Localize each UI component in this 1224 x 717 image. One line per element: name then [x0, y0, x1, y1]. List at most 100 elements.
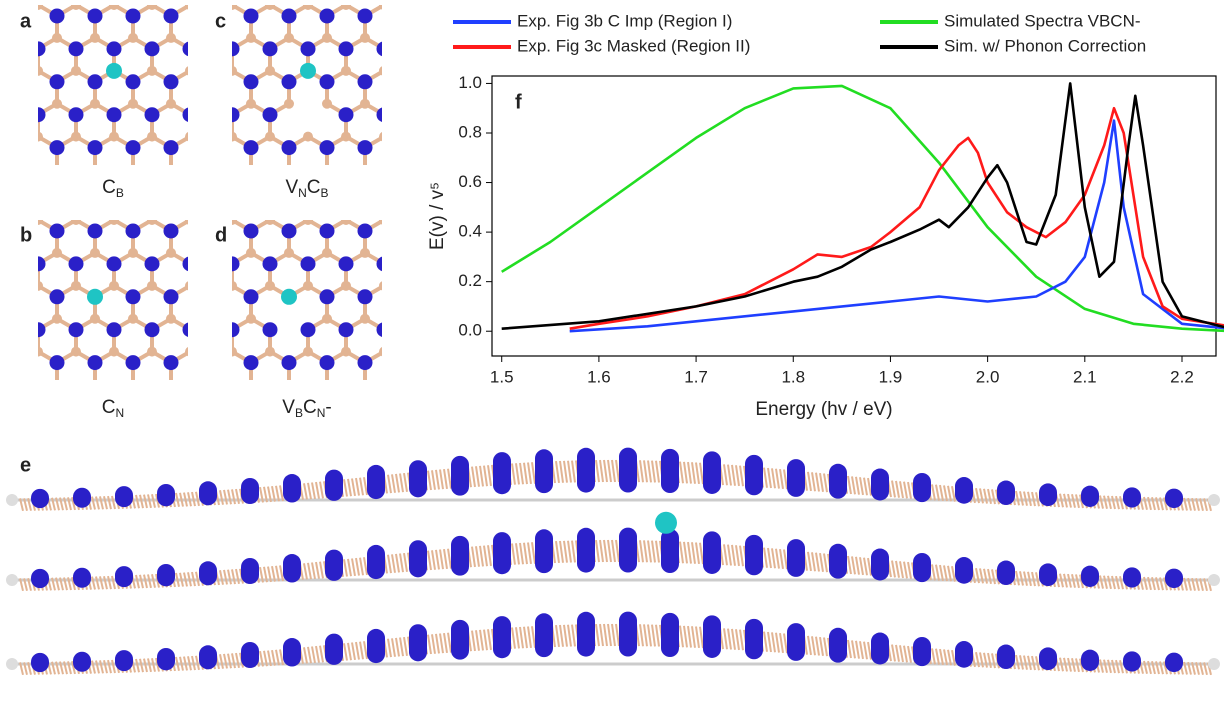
b-atom: [455, 0, 465, 10]
b-atom: [242, 380, 252, 390]
sheet-layer: [568, 461, 571, 483]
atom-column: [367, 465, 385, 499]
bond: [266, 385, 285, 396]
sheet-layer: [1108, 660, 1111, 673]
atom-column: [955, 557, 973, 584]
sheet-layer: [784, 550, 787, 570]
sheet-layer: [1108, 576, 1111, 589]
sheet-layer: [472, 467, 475, 487]
b-atom: [265, 215, 275, 225]
bond: [304, 385, 323, 396]
bond: [422, 5, 441, 16]
sheet-layer: [740, 466, 743, 487]
b-atom: [303, 0, 313, 10]
b-atom: [246, 33, 256, 43]
sheet-layer: [812, 472, 815, 491]
bond: [422, 170, 441, 181]
bond: [190, 5, 209, 16]
bond: [133, 187, 152, 198]
sheet-layer: [512, 628, 515, 649]
bond: [213, 417, 232, 428]
sheet-layer: [348, 559, 351, 576]
b-atom: [208, 314, 218, 324]
sheet-layer: [220, 490, 223, 504]
bond: [327, 202, 346, 213]
b-atom: [52, 380, 62, 390]
bond: [0, 220, 19, 231]
atom-column: [451, 620, 469, 660]
n-atom: [510, 421, 525, 436]
bond: [228, 202, 247, 213]
sheet-layer: [440, 550, 443, 570]
b-atom: [147, 215, 157, 225]
sheet-layer: [700, 463, 703, 484]
sheet-layer: [612, 624, 615, 646]
n-atom: [164, 355, 179, 370]
bond: [251, 202, 270, 213]
sheet-layer: [484, 630, 487, 651]
sheet-layer: [472, 631, 475, 651]
n-atom: [396, 74, 411, 89]
n-atom: [320, 223, 335, 238]
b-atom: [71, 347, 81, 357]
b-atom: [227, 412, 237, 422]
b-atom: [147, 347, 157, 357]
bond: [194, 220, 213, 231]
sheet-layer: [444, 469, 447, 489]
b-atom: [379, 347, 389, 357]
n-atom: [358, 8, 373, 23]
n-atom: [358, 74, 373, 89]
b-atom: [52, 99, 62, 109]
b-atom: [189, 215, 199, 225]
n-atom: [244, 223, 259, 238]
legend-label: Simulated Spectra VBCN-: [944, 11, 1141, 30]
sheet-layer: [472, 547, 475, 567]
sheet-layer: [932, 564, 935, 580]
h-atom: [1208, 494, 1220, 506]
n-atom: [107, 256, 122, 271]
bond: [285, 385, 304, 396]
n-atom: [88, 74, 103, 89]
bond: [19, 38, 38, 49]
sheet-layer: [108, 496, 111, 509]
bond: [304, 202, 323, 213]
b-atom: [322, 314, 332, 324]
sheet-layer: [308, 647, 311, 663]
bond: [209, 38, 228, 49]
bond: [209, 253, 228, 264]
bond: [403, 71, 422, 82]
sheet-layer: [988, 653, 991, 668]
sheet-layer: [568, 625, 571, 647]
sheet-layer: [108, 660, 111, 673]
b-atom: [109, 347, 119, 357]
n-atom: [88, 223, 103, 238]
bond: [304, 104, 323, 115]
sheet-layer: [112, 576, 115, 589]
b-atom: [223, 347, 233, 357]
n-atom: [282, 223, 297, 238]
n-atom: [88, 8, 103, 23]
sheet-layer: [904, 562, 907, 579]
sheet-layer: [572, 625, 575, 647]
sheet-layer: [848, 556, 851, 574]
sheet-layer: [892, 561, 895, 578]
n-atom: [164, 289, 179, 304]
b-atom: [360, 380, 370, 390]
b-atom: [166, 182, 176, 192]
sheet-layer: [312, 482, 315, 498]
b-atom: [71, 412, 81, 422]
n-atom: [50, 289, 65, 304]
sheet-layer: [732, 545, 735, 566]
sheet-layer: [96, 661, 99, 674]
sheet-layer: [520, 463, 523, 484]
sheet-layer: [648, 460, 651, 482]
n-atom: [187, 388, 202, 403]
sheet-layer: [356, 642, 359, 659]
bond: [190, 352, 209, 363]
sheet-layer: [764, 632, 767, 652]
bond: [190, 104, 209, 115]
sheet-layer: [824, 554, 827, 573]
sheet-layer: [312, 646, 315, 662]
b-atom: [318, 165, 328, 175]
b-atom: [360, 165, 370, 175]
